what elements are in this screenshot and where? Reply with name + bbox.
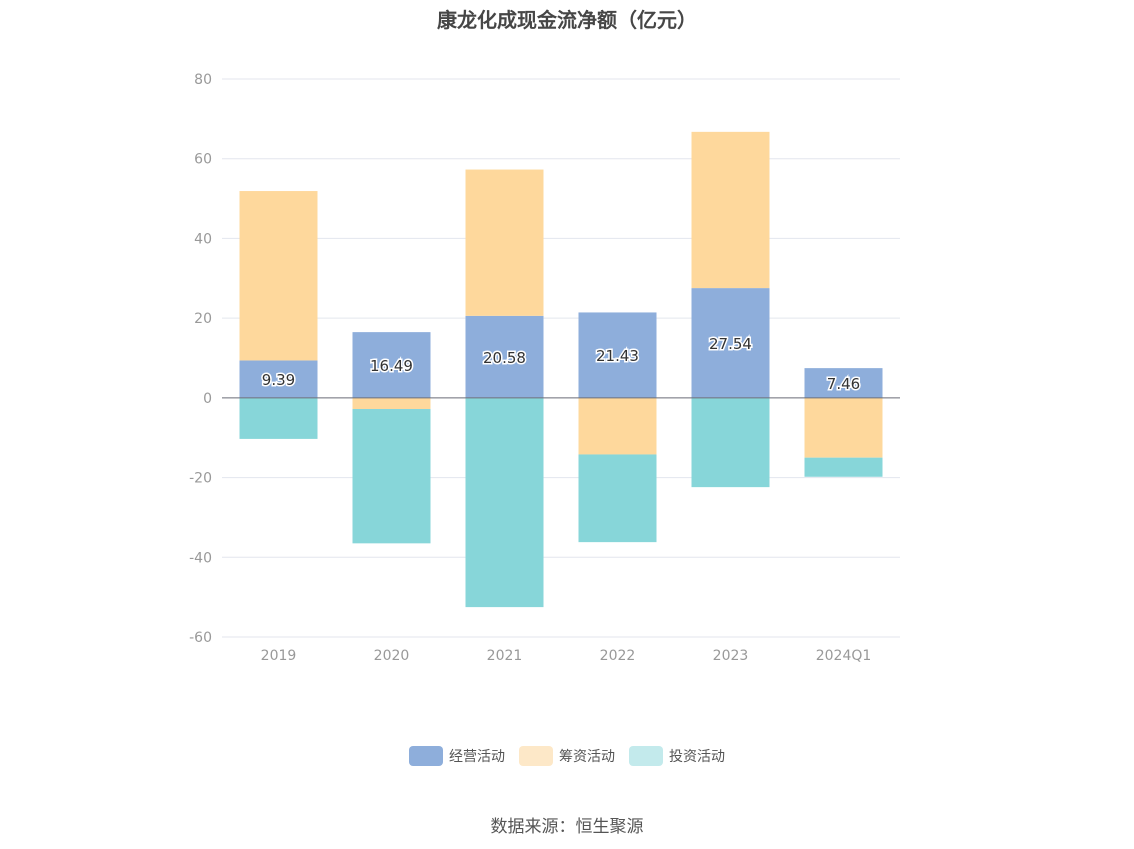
legend-label-operating: 经营活动: [449, 749, 505, 765]
bar-0-2024Q1: [804, 368, 883, 398]
data-label: 20.58: [483, 349, 526, 367]
bar-0-2021: [465, 315, 544, 398]
legend-item-financing[interactable]: 筹资活动: [519, 746, 615, 766]
bar-2-2019: [239, 397, 318, 439]
y-tick-label: 40: [194, 231, 212, 247]
x-tick-label: 2024Q1: [816, 648, 872, 664]
bar-1-2022: [578, 397, 657, 455]
data-label: 9.39: [262, 371, 295, 389]
chart-title: 康龙化成现金流净额（亿元）: [437, 8, 697, 32]
legend-swatch-financing: [519, 746, 553, 766]
bar-1-2021: [465, 169, 544, 316]
legend-item-operating[interactable]: 经营活动: [409, 746, 505, 766]
bar-2-2024Q1: [804, 457, 883, 477]
bar-1-2019: [239, 191, 318, 361]
bar-2-2022: [578, 454, 657, 543]
bar-0-2020: [352, 332, 431, 398]
y-tick-label: -20: [189, 471, 212, 487]
y-tick-label: -40: [189, 550, 212, 566]
source-note: 数据来源：恒生聚源: [490, 817, 644, 837]
x-tick-label: 2019: [261, 648, 297, 664]
bar-2-2020: [352, 409, 431, 544]
y-tick-label: -60: [189, 630, 212, 646]
y-tick-label: 20: [194, 311, 212, 327]
x-tick-label: 2022: [600, 648, 636, 664]
legend-item-investing[interactable]: 投资活动: [629, 746, 725, 766]
legend: 经营活动 筹资活动 投资活动: [0, 746, 1134, 766]
bar-2-2023: [691, 397, 770, 488]
bar-1-2024Q1: [804, 397, 883, 458]
legend-label-financing: 筹资活动: [559, 749, 615, 765]
data-label: 27.54: [709, 335, 752, 353]
data-label: 16.49: [370, 357, 413, 375]
bar-0-2022: [578, 312, 657, 398]
x-tick-label: 2021: [487, 648, 523, 664]
y-tick-label: 80: [194, 72, 212, 88]
legend-swatch-operating: [409, 746, 443, 766]
bar-0-2023: [691, 288, 770, 398]
x-tick-label: 2023: [713, 648, 749, 664]
x-tick-label: 2020: [374, 648, 410, 664]
bar-0-2019: [239, 360, 318, 398]
y-tick-label: 60: [194, 152, 212, 168]
legend-swatch-investing: [629, 746, 663, 766]
data-label: 21.43: [596, 347, 639, 365]
bar-1-2020: [352, 397, 431, 410]
data-label: 7.46: [827, 375, 860, 393]
bar-2-2021: [465, 397, 544, 608]
legend-label-investing: 投资活动: [669, 749, 725, 765]
y-tick-label: 0: [203, 391, 212, 407]
bar-1-2023: [691, 131, 770, 289]
